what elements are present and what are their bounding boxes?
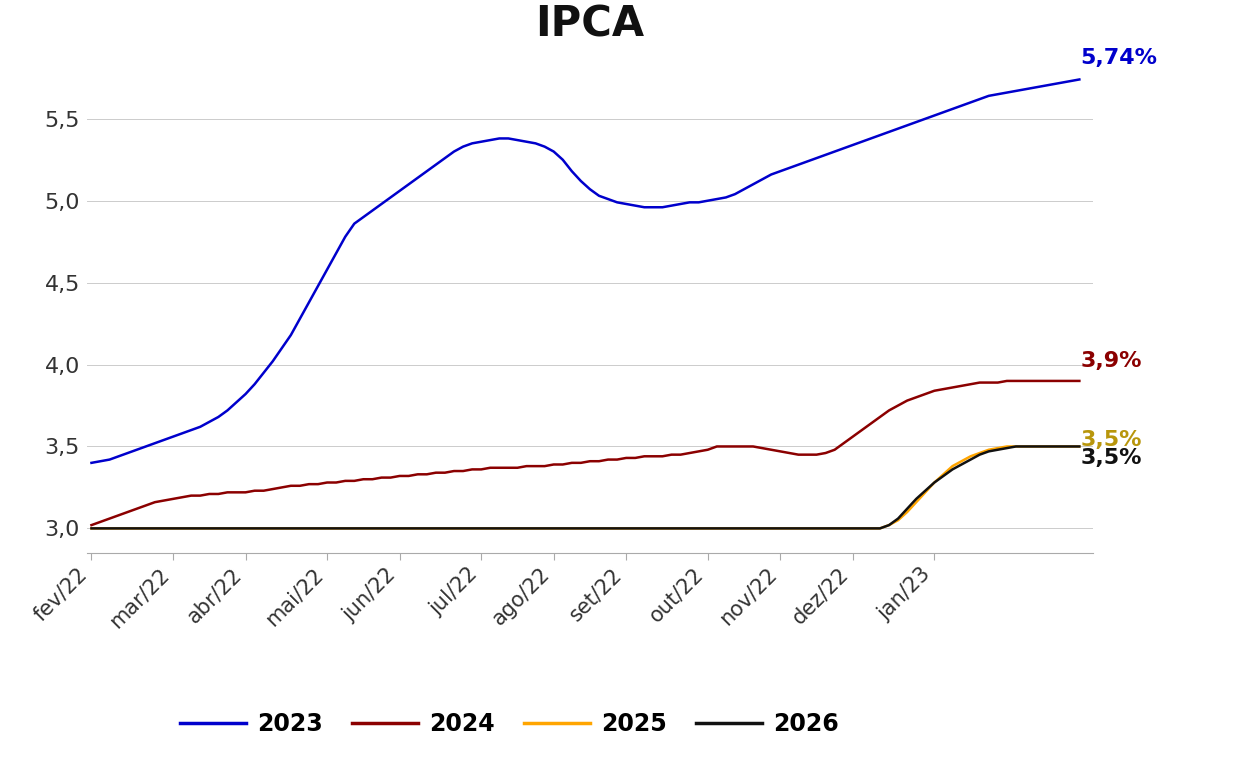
Text: 5,74%: 5,74% — [1081, 48, 1158, 68]
Title: IPCA: IPCA — [535, 3, 645, 45]
Text: 3,9%: 3,9% — [1081, 351, 1141, 371]
Text: 3,5%: 3,5% — [1081, 448, 1141, 468]
Legend: 2023, 2024, 2025, 2026: 2023, 2024, 2025, 2026 — [170, 703, 848, 745]
Text: 3,5%: 3,5% — [1081, 430, 1141, 450]
